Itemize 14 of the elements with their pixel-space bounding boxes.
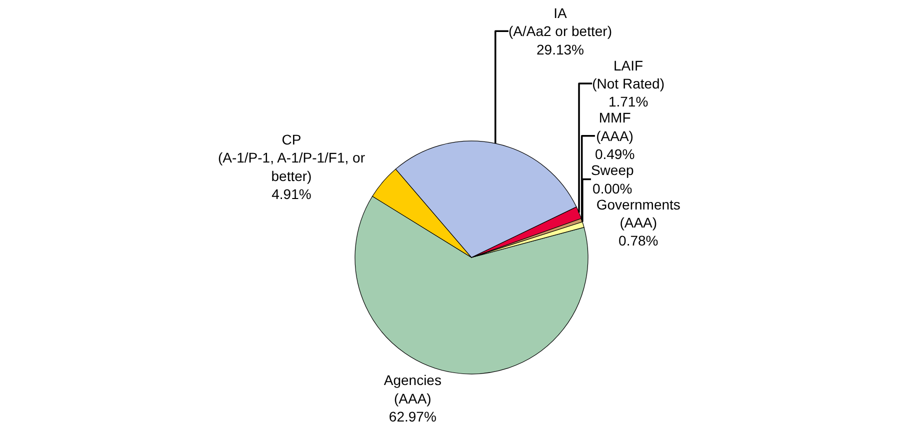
slice-label: Governments (AAA) (596, 196, 680, 231)
data-label: 62.97% (388, 408, 436, 425)
text: 0.00% (592, 180, 632, 196)
category-label: Sweep (590, 162, 634, 178)
data-label: 0.78% (618, 232, 658, 249)
data-label: 0.49% (594, 146, 635, 162)
slice-label: CP (A-1/P-1, A-1/P-1/F1, or better) (218, 132, 366, 184)
data-label: 29.13% (536, 41, 584, 58)
data-label: 4.91% (272, 186, 312, 202)
slice-label: IA (A/Aa2 or better) (508, 4, 612, 40)
slice-label: MMF (AAA) (596, 110, 634, 144)
data-label: 1.71% (608, 94, 648, 110)
slice-label: LAIF (Not Rated) (592, 57, 664, 92)
slice-label: Agencies (AAA) (384, 372, 442, 406)
